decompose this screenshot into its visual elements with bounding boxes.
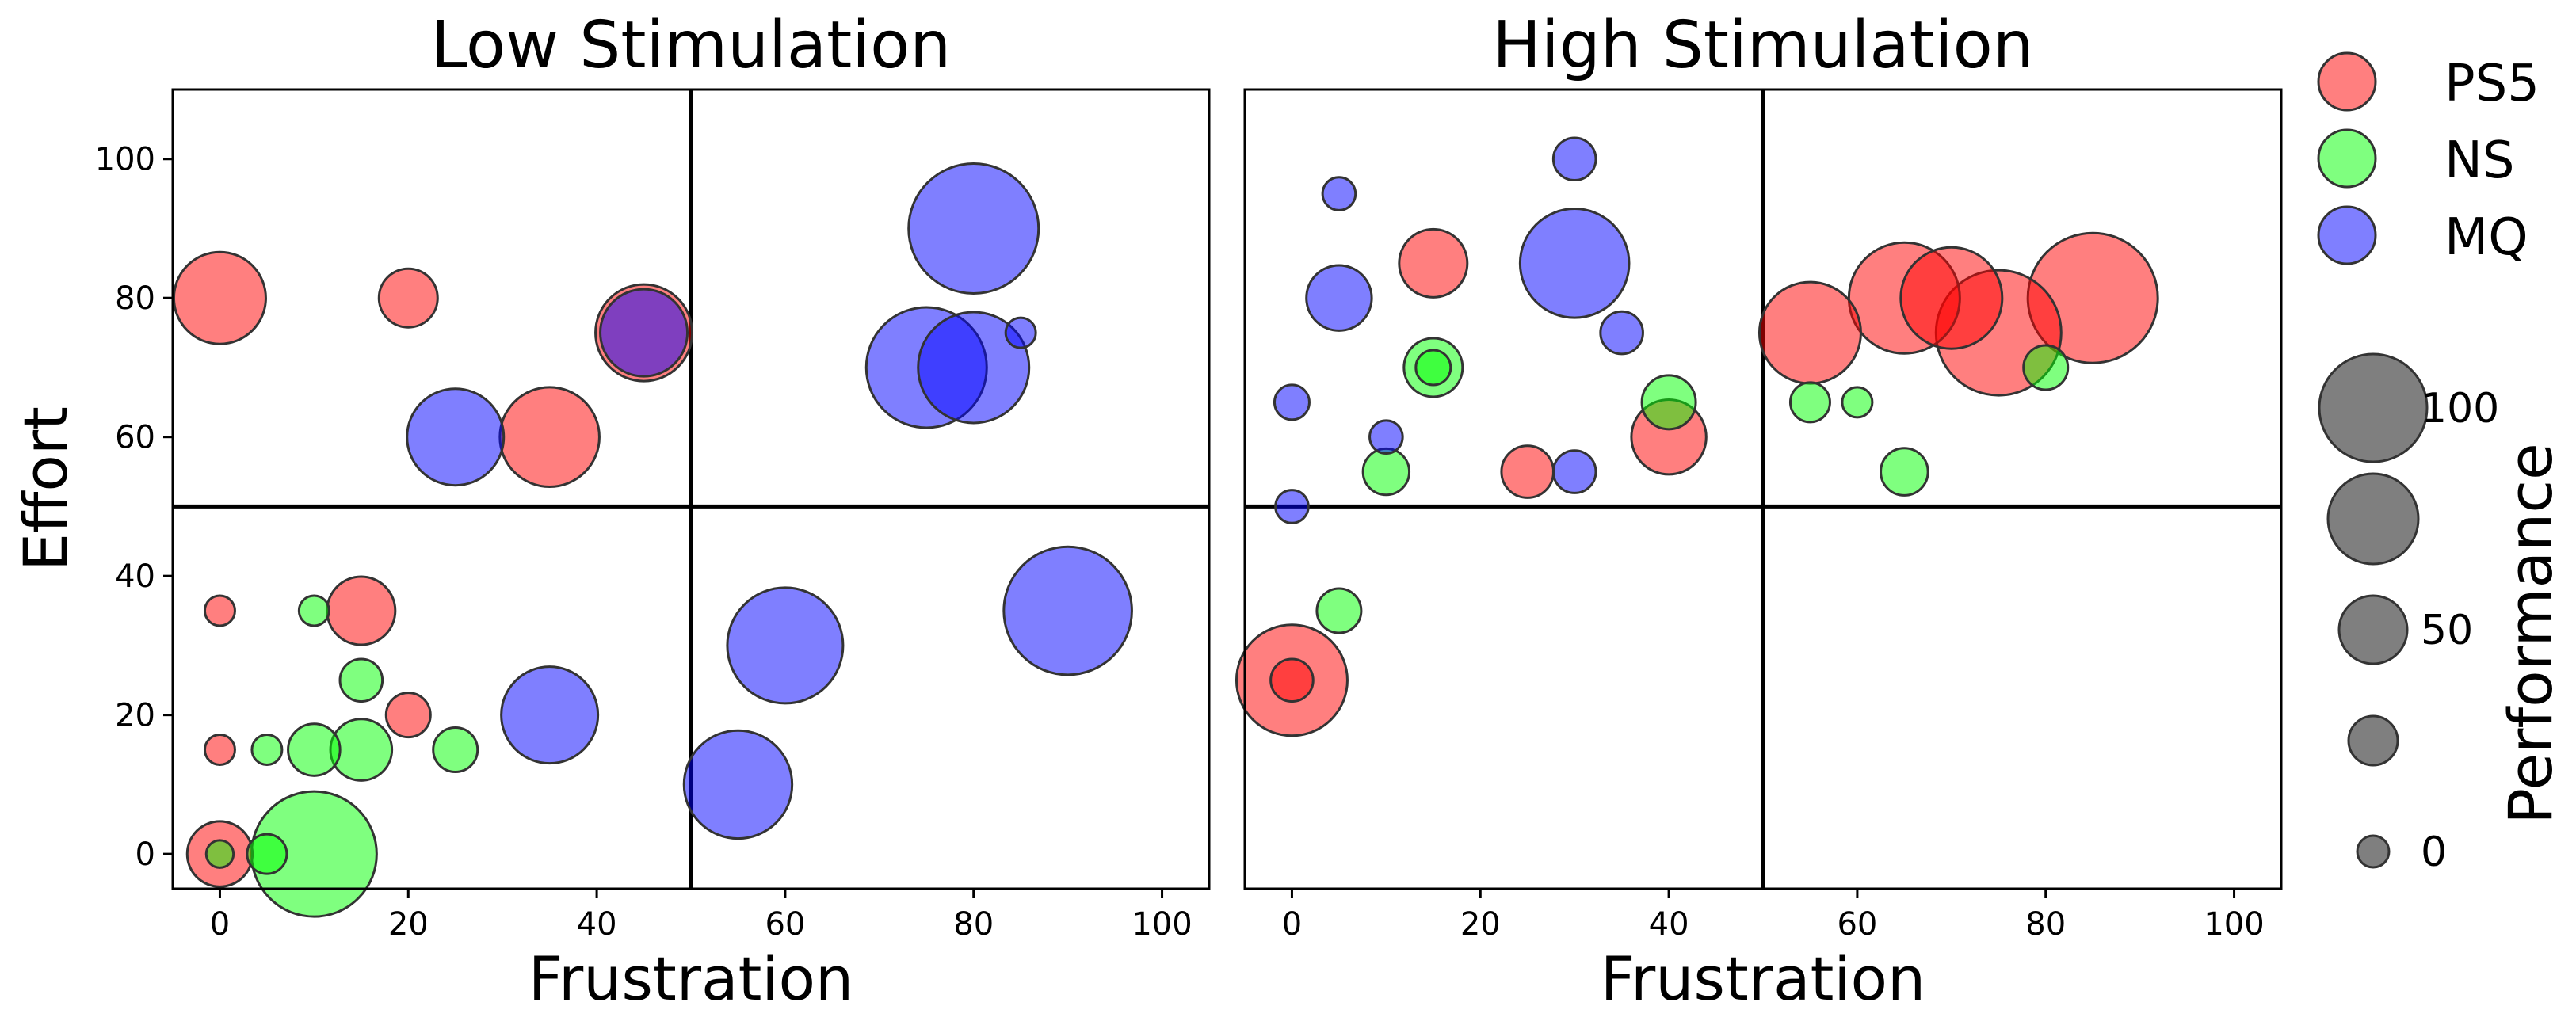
bubble-mq xyxy=(406,387,506,487)
bubble-mq xyxy=(1518,208,1631,319)
legend-marker-mq xyxy=(2317,205,2377,265)
bubble-ps5 xyxy=(1899,246,2004,350)
bubble-ps5 xyxy=(172,250,267,345)
legend-label-mq: MQ xyxy=(2444,208,2528,267)
legend-label-ns: NS xyxy=(2444,131,2515,190)
bubble-mq xyxy=(1321,176,1357,211)
bubble-mq xyxy=(726,586,845,705)
bubble-ps5 xyxy=(1757,280,1862,385)
y-tick-label: 80 xyxy=(115,280,155,317)
bubble-ns xyxy=(2022,344,2070,391)
x-tick-label: 20 xyxy=(388,906,429,943)
panel-title-high: High Stimulation xyxy=(1492,8,2033,83)
bubble-ps5 xyxy=(203,734,236,767)
legend-label-ps5: PS5 xyxy=(2444,55,2540,113)
bubble-ns xyxy=(1788,381,1831,424)
x-tick-label: 20 xyxy=(1460,906,1501,943)
legend-size-label: 100 xyxy=(2421,385,2499,432)
bubble-ns xyxy=(1315,587,1363,634)
x-tick-label: 40 xyxy=(577,906,617,943)
x-tick-label: 0 xyxy=(210,906,230,943)
x-tick-label: 100 xyxy=(1132,906,1192,943)
bubble-ns xyxy=(287,722,342,777)
legend-size-marker xyxy=(2318,352,2429,463)
x-tick-label: 80 xyxy=(953,906,994,943)
bubble-mq xyxy=(1002,545,1133,676)
panel-frame-high xyxy=(1243,88,2283,890)
bubble-mq xyxy=(500,665,600,765)
legend-size-marker xyxy=(2326,472,2420,566)
bubble-ps5 xyxy=(1398,227,1469,299)
panel-frame-low xyxy=(171,88,1211,890)
bubble-mq xyxy=(1551,136,1597,182)
x-tick-label: 100 xyxy=(2204,906,2264,943)
x-tick-label: 80 xyxy=(2025,906,2066,943)
bubble-ns xyxy=(297,594,330,627)
y-tick-label: 60 xyxy=(115,420,155,456)
x-axis-label-low: Frustration xyxy=(529,943,853,1014)
bubble-mq xyxy=(907,162,1040,295)
legend-marker-ns xyxy=(2317,128,2377,189)
bubble-mq xyxy=(682,729,794,840)
bubble-ps5 xyxy=(384,692,432,739)
panel-high-stimulation: High Stimulation 0 20 40 60 80 100 Frustratio… xyxy=(1235,8,2283,1014)
bubble-ns xyxy=(1880,447,1929,497)
x-tick-label: 60 xyxy=(1837,906,1877,943)
panel-low-stimulation: Low Stimulation 0 20 40 60 80 100 0 20 40 60 80 100… xyxy=(10,8,1211,1014)
bubble-ns xyxy=(204,839,235,869)
bubble-mq xyxy=(1305,264,1373,332)
legend: PS5 NS MQ 100 50 0 Performance xyxy=(2317,51,2566,876)
bubble-ps5 xyxy=(1500,444,1555,499)
bubble-ns xyxy=(338,657,384,703)
bubble-mq xyxy=(1599,310,1644,356)
x-axis-label-high: Frustration xyxy=(1601,943,1925,1014)
bubble-ps5 xyxy=(1269,657,1315,703)
legend-size-label: 50 xyxy=(2421,607,2473,654)
bubble-ns xyxy=(250,734,284,767)
bubble-ns xyxy=(1640,374,1697,431)
bubble-ps5 xyxy=(203,594,236,627)
legend-size-marker xyxy=(2337,594,2409,665)
panel-title-low: Low Stimulation xyxy=(431,8,951,83)
bubble-mq xyxy=(1274,489,1310,524)
bubble-ns xyxy=(1414,349,1452,387)
bubble-mq xyxy=(917,311,1031,425)
bubble-ps5 xyxy=(326,575,397,646)
x-tick-label: 0 xyxy=(1282,906,1302,943)
legend-size-label: 0 xyxy=(2421,829,2447,876)
legend-size-marker xyxy=(2347,714,2399,767)
legend-size-marker xyxy=(2356,834,2391,869)
bubble-mq xyxy=(1004,316,1037,349)
bubble-ps5 xyxy=(377,267,439,329)
x-tick-label: 40 xyxy=(1649,906,1689,943)
bubble-mq xyxy=(1368,419,1404,455)
y-tick-label: 0 xyxy=(135,836,155,873)
y-tick-label: 40 xyxy=(115,558,155,595)
y-tick-label: 100 xyxy=(95,142,155,178)
x-tick-label: 60 xyxy=(765,906,805,943)
y-tick-label: 20 xyxy=(115,698,155,734)
bubble-mq xyxy=(1273,383,1311,421)
y-axis-label: Effort xyxy=(10,406,81,571)
bubble-ns xyxy=(246,833,288,875)
bubble-ns xyxy=(1361,447,1411,497)
legend-size-title: Performance xyxy=(2495,443,2566,825)
bubble-ps5 xyxy=(498,386,601,488)
bubble-mq xyxy=(1551,449,1597,494)
bubble-ns xyxy=(432,726,479,774)
bubble-ns xyxy=(1841,386,1874,419)
legend-marker-ps5 xyxy=(2317,51,2377,112)
bubble-mq xyxy=(599,288,689,378)
